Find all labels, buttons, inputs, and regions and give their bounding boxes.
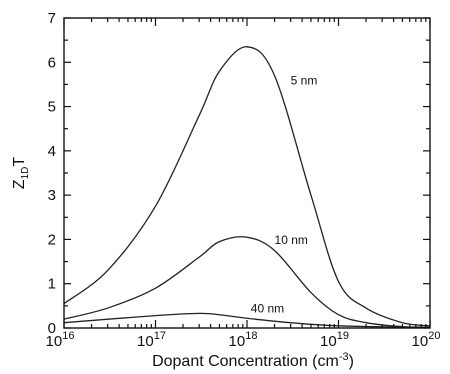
curve-label-5-nm: 5 nm — [291, 73, 318, 87]
x-tick-label: 1016 — [46, 330, 75, 350]
y-tick-label: 3 — [48, 187, 56, 204]
y-tick-label: 0 — [48, 320, 56, 337]
y-tick-label: 6 — [48, 54, 56, 71]
curve-label-40-nm: 40 nm — [251, 302, 284, 316]
ticks-layer — [63, 17, 431, 329]
y-tick-label: 7 — [48, 10, 56, 27]
y-tick-label: 4 — [48, 143, 56, 160]
plot-frame — [63, 17, 431, 329]
x-tick-label: 1020 — [412, 330, 441, 350]
x-axis-title: Dopant Concentration (cm-3) — [152, 351, 354, 370]
series-10-nm-line — [63, 236, 431, 328]
curves-layer — [63, 46, 431, 329]
x-tick-label: 1019 — [320, 330, 349, 350]
x-tick-label: 1018 — [229, 330, 258, 350]
y-axis-title: Z1DT — [11, 157, 31, 190]
series-5-nm-line — [63, 46, 431, 327]
y-tick-label: 2 — [48, 231, 56, 248]
y-tick-label: 1 — [48, 276, 56, 293]
x-tick-label: 1017 — [137, 330, 166, 350]
curve-label-10-nm: 10 nm — [275, 233, 308, 247]
labels-layer: 0 1 2 3 4 5 6 7 1016 1017 1018 1019 1020 5 nm 10 nm 40 … — [46, 10, 441, 350]
y-tick-label: 5 — [48, 99, 56, 116]
